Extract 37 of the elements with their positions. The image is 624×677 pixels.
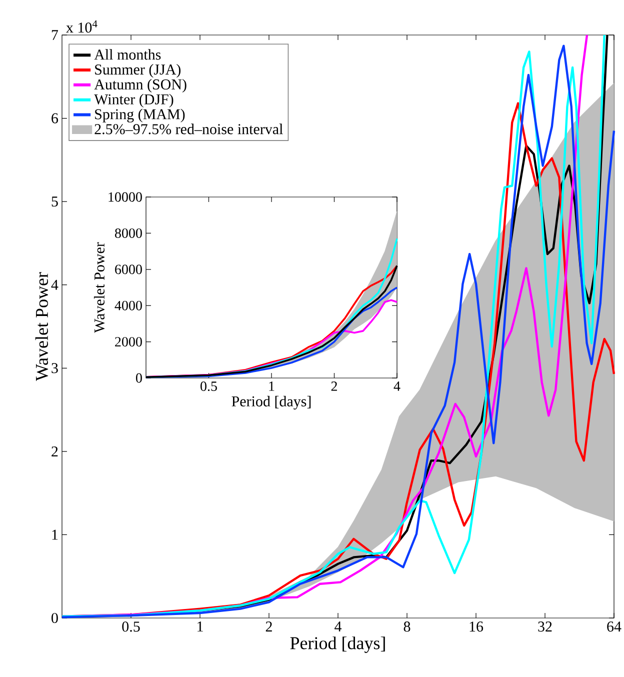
x-tick-label: 8 <box>404 622 410 632</box>
y-tick-label: 6 <box>52 113 58 124</box>
x-tick-label: 32 <box>538 622 552 632</box>
y-tick-label: 1 <box>52 530 58 540</box>
legend-label: Summer (JJA) <box>95 64 180 78</box>
x-tick-label: 1 <box>269 382 274 391</box>
y-tick-label: 5 <box>52 196 58 207</box>
x-tick-label: 1 <box>198 622 203 632</box>
x-tick-label: 16 <box>470 622 484 632</box>
x-axis-title: Period [days] <box>232 396 311 410</box>
x-axis-title: Period [days] <box>290 636 385 653</box>
legend-label: All months <box>94 49 161 60</box>
y-tick-label: 10000 <box>108 192 142 202</box>
y-tick-label: 4 <box>51 280 58 290</box>
x-tick-label: 2 <box>266 622 272 632</box>
x-tick-label: 4 <box>334 622 342 632</box>
y-tick-label: 0 <box>136 373 142 383</box>
x-tick-label: 64 <box>607 622 622 632</box>
legend-label: Winter (DJF) <box>94 94 174 108</box>
y-tick-label: 4000 <box>114 300 142 310</box>
legend-label: Spring (MAM) <box>95 108 185 122</box>
y-tick-label: 3 <box>52 363 58 374</box>
y-tick-label: 8000 <box>115 228 142 238</box>
legend-label: 2.5%–97.5% red–noise interval <box>94 124 283 134</box>
x-tick-label: 0.5 <box>200 382 217 392</box>
y-tick-label: 2 <box>52 446 58 456</box>
y-tick-label: 6000 <box>115 264 142 274</box>
text: x 10$^{4}$ <box>66 20 98 33</box>
y-axis-title: Wavelet Power <box>94 242 105 333</box>
x-tick-label: 4 <box>394 382 400 391</box>
legend-label: Autumn (SON) <box>94 78 186 93</box>
y-tick-label: 2000 <box>115 337 142 347</box>
x-tick-label: 0.5 <box>122 622 140 632</box>
x-tick-label: 2 <box>331 382 337 391</box>
y-axis-title: Wavelet Power <box>35 272 48 381</box>
y-tick-label: 0 <box>52 612 58 624</box>
y-tick-label: 7 <box>52 30 58 40</box>
